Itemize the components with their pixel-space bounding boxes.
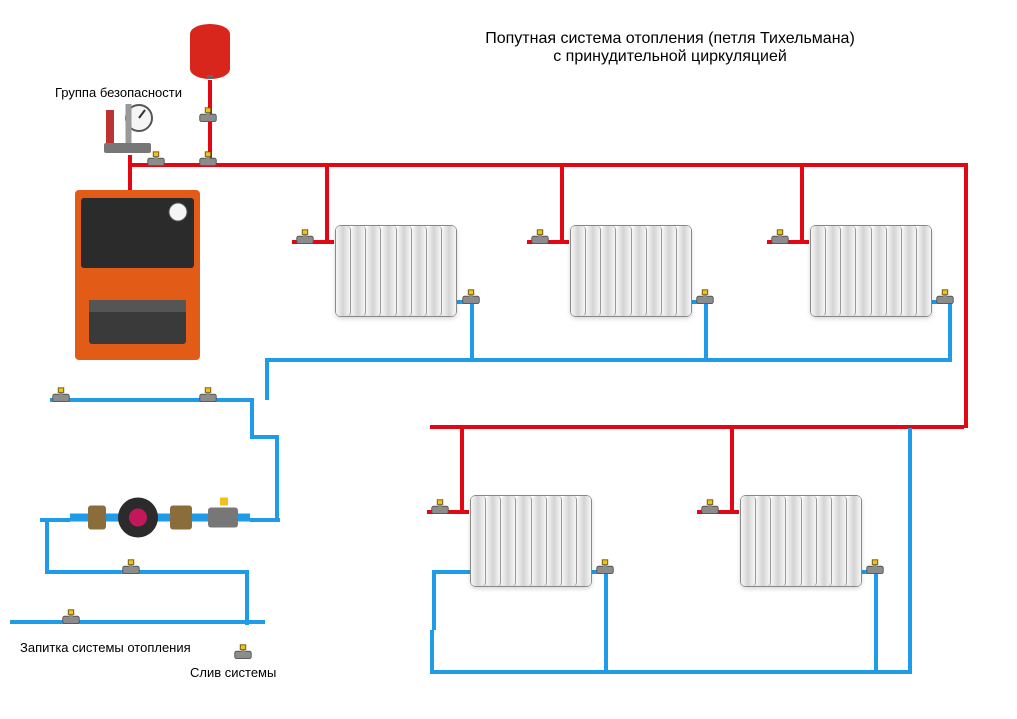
ball-valve-16 bbox=[60, 608, 82, 630]
return-pipe-4 bbox=[250, 518, 280, 522]
return-pipe-3 bbox=[275, 435, 279, 520]
return-pipe-22 bbox=[604, 570, 608, 670]
label-system-fill: Запитка системы отопления bbox=[20, 640, 191, 655]
expansion-tank-icon bbox=[190, 24, 230, 79]
circulation-pump-group bbox=[70, 480, 250, 555]
supply-pipe-3 bbox=[964, 163, 968, 428]
supply-pipe-2 bbox=[128, 163, 968, 167]
label-system-drain: Слив системы bbox=[190, 665, 276, 680]
supply-pipe-1 bbox=[128, 155, 132, 190]
return-pipe-21 bbox=[430, 670, 908, 674]
boiler bbox=[75, 190, 200, 360]
return-pipe-9 bbox=[10, 620, 265, 624]
diagram-title: Попутная система отопления (петля Тихель… bbox=[430, 30, 910, 66]
return-pipe-11 bbox=[265, 358, 472, 362]
ball-valve-11 bbox=[934, 288, 956, 310]
radiator-5 bbox=[740, 495, 862, 587]
ball-valve-8 bbox=[529, 228, 551, 250]
supply-pipe-4 bbox=[430, 425, 964, 429]
return-pipe-14 bbox=[470, 358, 704, 362]
return-pipe-26 bbox=[908, 428, 912, 674]
radiator-1 bbox=[335, 225, 457, 317]
safety-group-icon bbox=[100, 100, 155, 155]
supply-pipe-12 bbox=[730, 425, 734, 510]
title-line-2: с принудительной циркуляцией bbox=[430, 48, 910, 66]
supply-pipe-5 bbox=[325, 163, 329, 243]
ball-valve-14 bbox=[699, 498, 721, 520]
return-pipe-27 bbox=[432, 570, 436, 630]
return-pipe-7 bbox=[45, 570, 245, 574]
ball-valve-15 bbox=[864, 558, 886, 580]
supply-pipe-6 bbox=[560, 163, 564, 243]
radiator-3 bbox=[810, 225, 932, 317]
label-safety-group: Группа безопасности bbox=[55, 85, 182, 100]
ball-valve-17 bbox=[232, 643, 254, 665]
ball-valve-12 bbox=[429, 498, 451, 520]
return-pipe-8 bbox=[245, 570, 249, 625]
ball-valve-10 bbox=[769, 228, 791, 250]
supply-pipe-11 bbox=[460, 425, 464, 510]
ball-valve-3 bbox=[197, 106, 219, 128]
ball-valve-5 bbox=[197, 386, 219, 408]
return-pipe-28 bbox=[432, 570, 474, 574]
title-line-1: Попутная система отопления (петля Тихель… bbox=[430, 30, 910, 48]
supply-pipe-7 bbox=[800, 163, 804, 243]
return-pipe-20 bbox=[430, 630, 434, 672]
return-pipe-2 bbox=[250, 435, 275, 439]
return-pipe-10 bbox=[265, 358, 269, 400]
return-pipe-6 bbox=[45, 518, 49, 573]
ball-valve-9 bbox=[694, 288, 716, 310]
ball-valve-4 bbox=[50, 386, 72, 408]
return-pipe-17 bbox=[704, 358, 948, 362]
ball-valve-7 bbox=[460, 288, 482, 310]
return-pipe-24 bbox=[874, 570, 878, 670]
return-pipe-1 bbox=[250, 398, 254, 438]
ball-valve-2 bbox=[197, 150, 219, 172]
ball-valve-18 bbox=[120, 558, 142, 580]
radiator-4 bbox=[470, 495, 592, 587]
ball-valve-6 bbox=[294, 228, 316, 250]
radiator-2 bbox=[570, 225, 692, 317]
ball-valve-13 bbox=[594, 558, 616, 580]
return-pipe-0 bbox=[50, 398, 250, 402]
